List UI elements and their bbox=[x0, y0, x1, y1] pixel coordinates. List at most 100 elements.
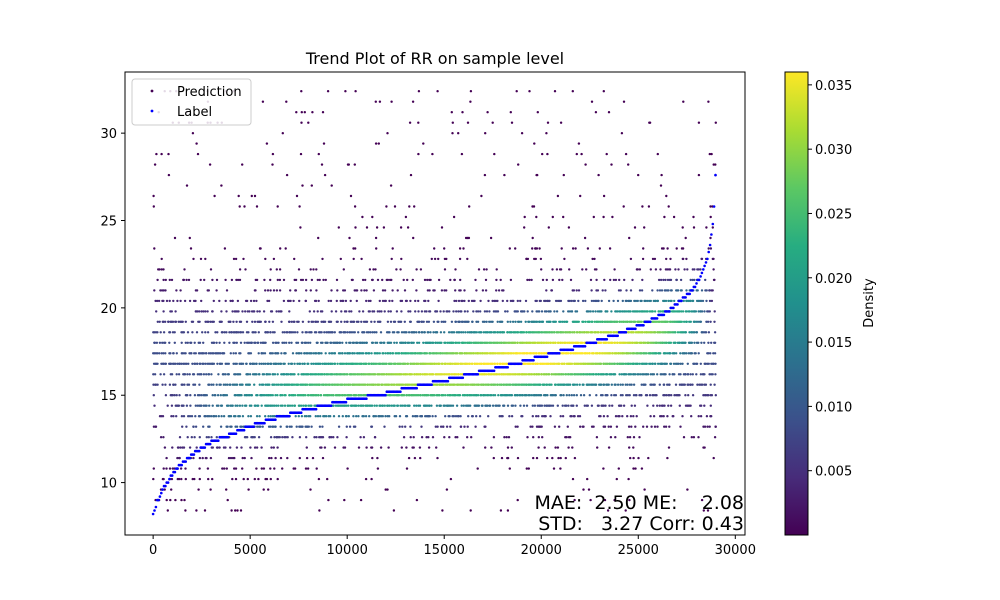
prediction-point bbox=[187, 383, 191, 386]
prediction-point bbox=[493, 152, 496, 156]
prediction-point bbox=[201, 456, 204, 460]
prediction-point bbox=[553, 90, 557, 93]
prediction-point bbox=[433, 394, 436, 397]
prediction-point bbox=[631, 278, 634, 282]
prediction-point bbox=[365, 352, 368, 355]
prediction-point bbox=[225, 394, 229, 397]
prediction-point bbox=[387, 383, 391, 386]
prediction-point bbox=[235, 446, 239, 449]
prediction-point bbox=[528, 90, 531, 93]
prediction-point bbox=[193, 362, 197, 365]
prediction-point bbox=[540, 425, 543, 428]
prediction-point bbox=[323, 320, 327, 323]
prediction-point bbox=[626, 415, 629, 418]
prediction-point bbox=[413, 456, 417, 460]
prediction-point bbox=[626, 320, 629, 323]
prediction-point bbox=[374, 373, 377, 376]
prediction-point bbox=[330, 184, 333, 187]
prediction-point bbox=[378, 299, 381, 303]
prediction-point bbox=[505, 436, 508, 439]
prediction-point bbox=[700, 498, 704, 502]
prediction-point bbox=[470, 341, 473, 344]
prediction-point bbox=[694, 352, 697, 355]
prediction-point bbox=[182, 278, 186, 282]
prediction-point bbox=[418, 320, 421, 323]
prediction-point bbox=[254, 331, 257, 334]
prediction-point bbox=[162, 373, 166, 376]
prediction-point bbox=[215, 383, 218, 386]
prediction-point bbox=[305, 289, 308, 292]
prediction-point bbox=[372, 289, 376, 292]
prediction-point bbox=[383, 310, 386, 313]
prediction-point bbox=[174, 498, 177, 502]
label-point bbox=[691, 289, 694, 292]
prediction-point bbox=[660, 173, 663, 177]
prediction-point bbox=[193, 394, 197, 397]
prediction-point bbox=[211, 477, 214, 481]
prediction-point bbox=[163, 446, 167, 449]
prediction-point bbox=[592, 373, 595, 376]
prediction-point bbox=[295, 352, 298, 355]
prediction-point bbox=[540, 373, 543, 376]
prediction-point bbox=[654, 299, 657, 303]
prediction-point bbox=[504, 352, 507, 355]
prediction-point bbox=[603, 498, 607, 502]
prediction-point bbox=[277, 352, 280, 355]
prediction-point bbox=[667, 404, 670, 407]
prediction-point bbox=[426, 278, 429, 282]
prediction-point bbox=[429, 352, 432, 355]
prediction-point bbox=[276, 278, 279, 282]
prediction-point bbox=[700, 404, 703, 407]
prediction-point bbox=[162, 320, 165, 323]
prediction-point bbox=[198, 436, 201, 439]
prediction-point bbox=[546, 394, 549, 397]
prediction-point bbox=[435, 404, 439, 407]
prediction-point bbox=[152, 477, 155, 481]
prediction-point bbox=[185, 404, 189, 407]
prediction-point bbox=[396, 289, 399, 292]
prediction-point bbox=[241, 163, 244, 166]
prediction-point bbox=[634, 320, 637, 323]
prediction-point bbox=[691, 299, 695, 303]
prediction-point bbox=[364, 477, 368, 481]
prediction-point bbox=[319, 415, 322, 418]
prediction-point bbox=[417, 90, 421, 93]
prediction-point bbox=[652, 394, 656, 397]
prediction-point bbox=[255, 278, 259, 282]
prediction-point bbox=[336, 362, 339, 365]
prediction-point bbox=[473, 299, 476, 303]
prediction-point bbox=[598, 247, 601, 250]
prediction-point bbox=[371, 341, 375, 344]
prediction-point bbox=[409, 425, 412, 428]
prediction-point bbox=[224, 299, 227, 303]
label-point bbox=[208, 442, 212, 446]
prediction-point bbox=[558, 278, 561, 282]
prediction-point bbox=[704, 362, 707, 365]
prediction-point bbox=[175, 352, 178, 355]
prediction-point bbox=[155, 341, 159, 344]
prediction-point bbox=[668, 394, 671, 397]
prediction-point bbox=[538, 352, 541, 355]
prediction-point bbox=[538, 373, 541, 376]
prediction-point bbox=[703, 446, 706, 449]
prediction-point bbox=[708, 289, 711, 292]
prediction-point bbox=[386, 132, 389, 135]
prediction-point bbox=[458, 394, 462, 397]
prediction-point bbox=[463, 299, 466, 303]
prediction-point bbox=[161, 415, 165, 418]
prediction-point bbox=[374, 352, 377, 355]
prediction-point bbox=[198, 477, 201, 481]
prediction-point bbox=[462, 331, 465, 334]
prediction-point bbox=[437, 299, 440, 303]
prediction-point bbox=[181, 425, 184, 428]
prediction-point bbox=[310, 331, 313, 334]
prediction-point bbox=[390, 100, 393, 103]
prediction-point bbox=[463, 289, 466, 292]
prediction-point bbox=[283, 362, 286, 365]
prediction-point bbox=[203, 509, 207, 512]
prediction-point bbox=[212, 320, 215, 323]
prediction-point bbox=[185, 278, 188, 282]
prediction-point bbox=[246, 373, 250, 376]
prediction-point bbox=[586, 247, 590, 250]
prediction-point bbox=[697, 173, 701, 177]
